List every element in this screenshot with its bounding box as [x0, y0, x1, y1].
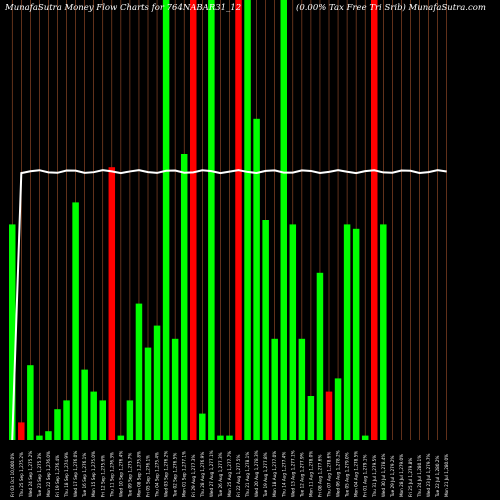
chart-bar [199, 413, 206, 440]
chart-bar [63, 400, 70, 440]
x-tick-label: Mon 22 Sep 1,276.0% [46, 451, 51, 497]
x-tick-label: Fri 08 Aug 1,277.6% [317, 455, 322, 497]
x-tick-label: Mon 28 Jul 1,279.0% [399, 454, 404, 497]
chart-bar [316, 272, 324, 440]
x-tick-label: Wed 24 Sep 1,275.2% [28, 451, 33, 497]
x-tick-label: Wed 03 Sep 1,276.2% [164, 451, 169, 497]
x-tick-label: Mon 11 Aug 1,278.0% [308, 451, 313, 497]
price-line [11, 169, 447, 441]
x-tick-label: Tue 23 Sep 1,275.3% [37, 453, 42, 498]
chart-bar [217, 435, 224, 440]
x-tick-label: Tue 12 Aug 1,277.9% [299, 452, 304, 498]
x-tick-label: Thu 31 Jul 1,279.5% [372, 455, 377, 498]
chart-bar [171, 338, 179, 440]
x-tick-label: Fri 05 Sep 1,276.1% [146, 455, 151, 497]
x-tick-label: Wed 13 Aug 1,277.1% [290, 450, 295, 497]
x-tick-label: Thu 18 Sep 1,274.9% [64, 452, 69, 498]
chart-bar [271, 338, 278, 440]
x-tick-label: Fri 19 Sep 1,276.4% [55, 455, 60, 497]
x-tick-label: Tue 22 Jul 1,280.2% [435, 455, 440, 498]
chart-bar [262, 220, 269, 440]
x-tick-label: Fri 25 Jul 1,279.8% [408, 458, 413, 497]
chart-bar [352, 228, 360, 440]
x-tick-label: Mon 01 Sep 1,277.1% [182, 451, 187, 497]
x-tick-label: Thu 14 Aug 1,277.4% [281, 452, 286, 498]
x-tick-label: Fri 29 Aug 1,277.3% [191, 455, 196, 497]
x-tick-label: Thu 21 Aug 1,278.1% [245, 452, 250, 498]
chart-bar [253, 118, 260, 441]
x-tick-label: Mon 08 Sep 1,275.8% [136, 451, 141, 497]
x-tick-label: Wed 30 Jul 1,278.4% [381, 454, 386, 497]
chart-bar [325, 391, 333, 440]
chart-bar [244, 0, 251, 440]
chart-bar [208, 0, 215, 440]
chart-bar [81, 369, 88, 440]
chart-bar [18, 422, 25, 440]
x-tick-label: Thu 25 Sep 1,275.2% [19, 452, 24, 498]
x-tick-label: Mon 18 Aug 1,277.0% [272, 451, 277, 497]
x-tick-label: Wed 17 Sep 1,276.0% [73, 451, 78, 497]
chart-bar [190, 0, 197, 440]
x-tick-label: Thu 07 Aug 1,278.6% [327, 452, 332, 498]
x-tick-label: Wed 10 Sep 1,276.4% [118, 451, 123, 497]
chart-bar [180, 154, 188, 440]
x-tick-label: Tue 05 Aug 1,279.0% [345, 452, 350, 498]
chart-title: MunafaSutra Money Flow Charts for 764NAB… [4, 3, 241, 13]
chart-bar [280, 0, 287, 440]
chart-bar [380, 224, 387, 440]
x-tick-label: Tue 02 Sep 1,276.5% [173, 453, 178, 498]
x-tick-label: Wed 27 Aug 1,277.1% [209, 450, 214, 497]
chart-bar [99, 400, 106, 440]
x-tick-label: Tue 29 Jul 1,279.2% [390, 455, 395, 498]
chart-bar [371, 0, 378, 440]
x-tick-label: Wed 06 Aug 1,278.2% [336, 450, 341, 497]
x-tick-label: Tue 09 Sep 1,275.7% [127, 453, 132, 498]
chart-bar [226, 435, 233, 440]
x-tick-label: Mon 25 Aug 1,277.7% [227, 451, 232, 497]
chart-bar [54, 409, 61, 440]
chart-bar [45, 431, 52, 440]
x-tick-label: Tue 16 Sep 1,276.1% [82, 453, 87, 498]
chart-bar [334, 378, 342, 440]
x-tick-label: Mon 15 Sep 1,275.0% [91, 451, 96, 497]
price-line-group [11, 169, 447, 441]
x-tick-label: Thu 04 Sep 1,275.4% [155, 452, 160, 498]
chart-bar [126, 400, 134, 440]
chart-bar [144, 347, 152, 440]
chart-bar [72, 202, 79, 440]
x-tick-label: Thu 28 Aug 1,276.9% [200, 452, 205, 498]
x-tick-label: Tue 26 Aug 1,277.3% [218, 452, 223, 498]
x-tick-label: Fri 22 Aug 1,277.5% [236, 455, 241, 497]
x-tick-label: Wed 23 Jul 1,279.7% [426, 454, 431, 497]
x-tick-label: Mon 21 Jul 1,280.0% [444, 454, 449, 497]
chart-bar [90, 391, 97, 440]
chart-bar [36, 435, 43, 440]
chart-bar [289, 224, 297, 440]
x-tick-label: Fri 03 Oct 10,000.0% [10, 453, 15, 497]
chart-bar [235, 0, 242, 440]
chart-bar [9, 224, 16, 440]
chart-title-right: (0.00% Tax Free Tri Srib) MunafaSutra.co… [296, 2, 486, 13]
chart-bar [135, 303, 143, 440]
x-tick-label: Thu 11 Sep 1,276.3% [109, 452, 114, 498]
x-tick-label: Tue 19 Aug 1,277.8% [263, 452, 268, 498]
chart-bar [117, 435, 125, 440]
bars-group [9, 0, 387, 441]
chart-bar [361, 435, 369, 440]
chart-bar [343, 224, 351, 440]
x-tick-label: Wed 20 Aug 1,278.3% [254, 450, 259, 497]
chart-bar [27, 365, 34, 440]
chart-bar [307, 396, 315, 440]
chart-bar [108, 167, 116, 440]
chart-bar [162, 0, 170, 440]
x-tick-labels: Fri 03 Oct 10,000.0% Thu 25 Sep 1,275.2% W… [10, 450, 449, 498]
x-tick-label: Fri 01 Aug 1,279.1% [363, 455, 368, 497]
chart-bar [153, 325, 161, 440]
x-tick-label: Fri 12 Sep 1,275.6% [100, 455, 105, 497]
chart-bar [298, 338, 306, 440]
x-tick-label: Thu 24 Jul 1,280.1% [417, 455, 422, 498]
x-tick-label: Mon 04 Aug 1,278.5% [354, 451, 359, 497]
